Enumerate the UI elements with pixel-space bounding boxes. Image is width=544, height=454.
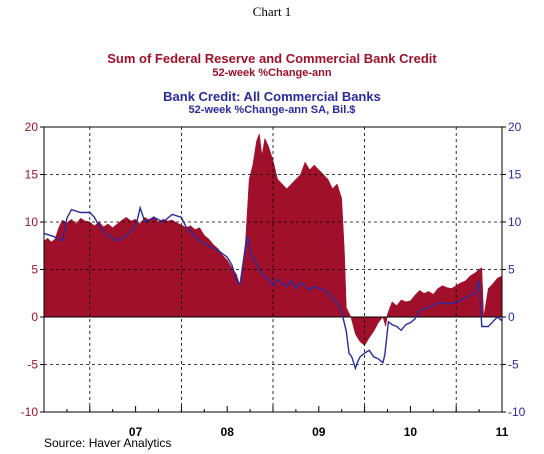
right-y-tick-label: 10 (508, 215, 522, 229)
left-y-tick-label: 20 (25, 120, 39, 134)
right-y-tick-label: -5 (508, 358, 519, 372)
right-y-tick-label: -10 (508, 405, 526, 419)
chart-title-series-1: Sum of Federal Reserve and Commercial Ba… (107, 51, 437, 66)
chart-number-label: Chart 1 (252, 4, 292, 19)
x-tick-label: 11 (496, 425, 509, 439)
right-y-tick-label: 20 (508, 120, 522, 134)
series-1-area (43, 133, 503, 346)
series-2-line (43, 205, 503, 371)
x-tick-label: 10 (404, 425, 418, 439)
chart-title-series-2: Bank Credit: All Commercial Banks (163, 89, 381, 104)
left-y-tick-label: -5 (27, 358, 38, 372)
right-y-tick-label: 15 (508, 168, 522, 182)
left-y-tick-label: 15 (25, 168, 39, 182)
source-note: Source: Haver Analytics (44, 436, 172, 450)
chart-subtitle-series-1: 52-week %Change-ann (212, 67, 332, 79)
left-y-tick-label: 0 (31, 310, 38, 324)
right-y-tick-label: 5 (508, 263, 515, 277)
left-y-tick-label: 5 (31, 263, 38, 277)
left-y-tick-label: -10 (21, 405, 39, 419)
x-tick-label: 08 (221, 425, 235, 439)
left-y-tick-label: 10 (25, 215, 39, 229)
right-y-tick-label: 0 (508, 310, 515, 324)
x-tick-label: 09 (312, 425, 326, 439)
x-tick-label: 07 (129, 425, 143, 439)
chart-subtitle-series-2: 52-week %Change-ann SA, Bil.$ (188, 104, 356, 116)
